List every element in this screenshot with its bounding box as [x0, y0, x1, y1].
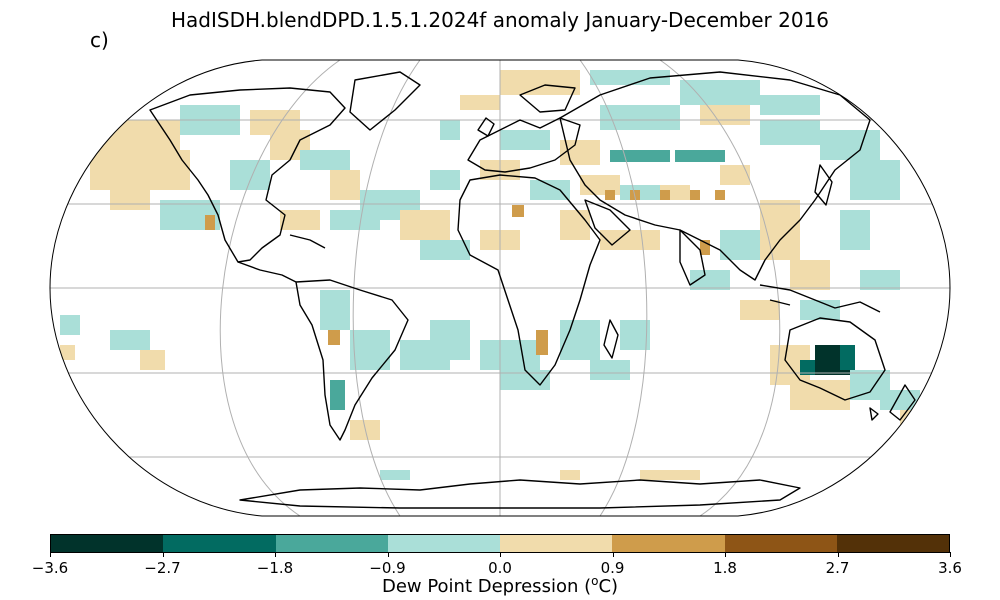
anomaly-cell	[140, 350, 165, 370]
anomaly-cell	[420, 240, 470, 260]
anomaly-cell	[320, 290, 350, 330]
anomaly-cell	[380, 470, 410, 480]
anomaly-cell	[720, 165, 750, 185]
colorbar-tick-label: 0.0	[488, 559, 512, 577]
colorbar-tick-label: 0.9	[600, 559, 625, 577]
anomaly-cell	[330, 170, 360, 200]
anomaly-cell	[90, 150, 190, 190]
anomaly-cell	[715, 190, 725, 200]
colorbar-tick-label: −1.8	[256, 559, 294, 577]
anomaly-cell	[790, 260, 830, 290]
anomaly-cell	[760, 95, 820, 115]
anomaly-cell	[430, 320, 470, 360]
anomaly-cell	[280, 210, 320, 230]
colorbar-tick-label: 1.8	[713, 559, 737, 577]
colorbar-tick	[612, 552, 614, 557]
anomaly-cell	[110, 190, 150, 210]
anomaly-cell	[760, 120, 820, 145]
anomaly-cell	[820, 130, 880, 160]
colorbar-tick-label: −0.9	[369, 559, 406, 577]
anomaly-cell	[330, 380, 345, 410]
anomaly-cell	[740, 300, 780, 320]
anomaly-cell	[440, 120, 460, 140]
anomaly-cell	[760, 200, 800, 260]
colorbar-tick	[500, 552, 501, 557]
colorbar-label: Dew Point Depression (oC)	[381, 574, 619, 597]
colorbar-tick	[50, 552, 51, 557]
anomaly-cell	[300, 150, 350, 170]
colorbar-segment	[612, 535, 725, 552]
anomaly-cell	[480, 340, 540, 370]
colorbar-segment	[163, 535, 276, 552]
colorbar-tick-label: −2.7	[144, 559, 181, 577]
anomaly-cell	[560, 470, 580, 480]
anomaly-cell	[536, 330, 548, 355]
colorbar-segment	[500, 535, 613, 552]
anomaly-cell	[840, 345, 855, 370]
anomaly-cell	[328, 330, 340, 345]
panel-label: c)	[90, 28, 109, 52]
anomaly-cell	[720, 230, 760, 260]
colorbar-tick	[725, 552, 726, 557]
colorbar-tick	[387, 552, 389, 557]
anomaly-cell	[560, 320, 600, 360]
anomaly-cell	[620, 320, 650, 350]
anomaly-cell	[500, 70, 580, 95]
anomaly-cell	[605, 190, 615, 200]
anomaly-cell	[680, 80, 760, 105]
anomaly-cell	[60, 315, 80, 335]
anomaly-cell	[590, 70, 670, 85]
anomaly-cell	[60, 345, 75, 360]
anomaly-cell	[230, 160, 270, 190]
colorbar-tick	[162, 552, 164, 557]
graticule	[50, 60, 950, 516]
map-title: HadISDH.blendDPD.1.5.1.2024f anomaly Jan…	[170, 8, 830, 32]
anomaly-cell	[880, 390, 920, 410]
anomaly-cell	[205, 215, 215, 230]
anomaly-cell	[800, 300, 840, 320]
anomaly-cell	[500, 130, 550, 150]
colorbar-tick	[837, 552, 839, 557]
anomaly-cell	[512, 205, 524, 217]
anomaly-cell	[590, 360, 630, 380]
anomaly-cell	[860, 270, 900, 290]
colorbar-tick	[950, 552, 951, 557]
colorbar-tick-label: 3.6	[938, 559, 962, 577]
anomaly-cell	[700, 105, 750, 125]
anomaly-cell	[500, 370, 550, 390]
anomaly-cell	[640, 470, 700, 480]
anomaly-cell	[675, 150, 725, 162]
anomaly-cell	[330, 210, 380, 230]
anomaly-cell	[690, 270, 730, 290]
coastlines	[149, 71, 916, 509]
colorbar-tick-label: 2.7	[825, 559, 850, 577]
anomaly-cell	[560, 210, 590, 240]
anomaly-cell	[790, 380, 850, 410]
colorbar	[50, 534, 950, 553]
anomaly-cell	[660, 190, 670, 200]
globe-outline	[49, 59, 951, 517]
world-map	[49, 59, 951, 517]
colorbar-segment	[51, 535, 164, 552]
anomaly-cell	[700, 240, 710, 255]
anomaly-cell	[610, 150, 670, 162]
anomaly-cell	[530, 180, 570, 200]
anomaly-cell	[840, 210, 870, 250]
colorbar-segment	[836, 535, 949, 552]
colorbar-segment	[387, 535, 500, 552]
anomaly-cell	[430, 170, 460, 190]
anomaly-cell	[460, 95, 500, 110]
colorbar-tick	[275, 552, 276, 557]
anomaly-cell	[690, 190, 700, 200]
colorbar-tick-label: −3.6	[31, 559, 69, 577]
colorbar-segment	[275, 535, 388, 552]
anomaly-cell	[600, 230, 660, 250]
anomaly-cell	[110, 330, 150, 350]
anomaly-cell	[400, 210, 450, 240]
anomaly-cell	[850, 160, 900, 200]
anomaly-cell	[600, 105, 680, 130]
colorbar-segment	[724, 535, 837, 552]
